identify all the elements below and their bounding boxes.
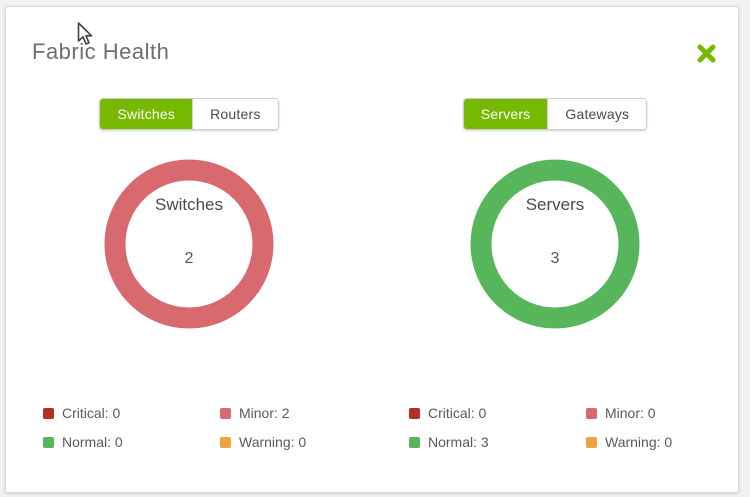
legend-item-minor: Minor: 0 <box>586 405 701 421</box>
legend-item-normal: Normal: 0 <box>43 434 158 450</box>
legend-label: Critical: 0 <box>62 405 121 421</box>
legend-item-normal: Normal: 3 <box>409 434 524 450</box>
dialog-content: Switches Routers Switches 2 Critical: 0 <box>6 63 738 450</box>
switches-routers-toggle: Switches Routers <box>99 98 279 130</box>
close-button[interactable] <box>694 41 718 65</box>
legend-item-critical: Critical: 0 <box>409 405 524 421</box>
minor-swatch-icon <box>220 407 231 419</box>
close-icon-stroke-2 <box>697 44 715 62</box>
donut-center-value: 3 <box>550 250 560 267</box>
donut-center-label: Servers <box>525 195 585 214</box>
gateways-toggle-button[interactable]: Gateways <box>547 99 647 129</box>
legend-item-minor: Minor: 2 <box>220 405 335 421</box>
page-title: Fabric Health <box>32 39 170 64</box>
normal-swatch-icon <box>409 436 420 448</box>
critical-swatch-rect <box>43 407 54 419</box>
switches-column: Switches Routers Switches 2 Critical: 0 <box>6 63 372 450</box>
close-icon <box>697 44 715 62</box>
normal-swatch-rect <box>43 436 54 448</box>
legend-label: Normal: 0 <box>62 434 123 450</box>
critical-swatch-rect <box>409 407 420 419</box>
routers-toggle-button[interactable]: Routers <box>192 99 278 129</box>
critical-swatch-icon <box>409 407 420 419</box>
legend-item-warning: Warning: 0 <box>586 434 701 450</box>
legend-label: Warning: 0 <box>605 434 673 450</box>
donut-ring-switches-circle <box>104 159 274 329</box>
warning-swatch-icon <box>586 436 597 448</box>
dialog-header: Fabric Health <box>6 7 738 63</box>
donut-center-label: Switches <box>154 195 224 214</box>
donut-ring-switches <box>104 159 274 329</box>
servers-toggle-button[interactable]: Servers <box>463 99 548 129</box>
donut-ring-servers-circle <box>470 159 640 329</box>
warning-swatch-rect <box>586 436 597 448</box>
normal-swatch-icon <box>43 436 54 448</box>
legend-item-warning: Warning: 0 <box>220 434 335 450</box>
servers-donut-chart[interactable]: Servers 3 <box>465 154 645 334</box>
minor-swatch-icon <box>586 407 597 419</box>
legend-item-critical: Critical: 0 <box>43 405 158 421</box>
legend-label: Critical: 0 <box>428 405 487 421</box>
fabric-health-dialog: Fabric Health Switches Routers Switches … <box>5 6 739 493</box>
servers-gateways-toggle: Servers Gateways <box>462 98 648 130</box>
legend-label: Normal: 3 <box>428 434 489 450</box>
critical-swatch-icon <box>43 407 54 419</box>
servers-legend: Critical: 0 Minor: 0 Normal: 3 <box>409 405 701 450</box>
legend-label: Minor: 0 <box>605 405 656 421</box>
switches-donut-chart[interactable]: Switches 2 <box>99 154 279 334</box>
legend-label: Minor: 2 <box>239 405 290 421</box>
servers-column: Servers Gateways Servers 3 Critical: 0 <box>372 63 738 450</box>
donut-ring-servers <box>470 159 640 329</box>
warning-swatch-rect <box>220 436 231 448</box>
minor-swatch-rect <box>220 407 231 419</box>
normal-swatch-rect <box>409 436 420 448</box>
donut-center-value: 2 <box>184 250 194 267</box>
warning-swatch-icon <box>220 436 231 448</box>
legend-label: Warning: 0 <box>239 434 307 450</box>
switches-legend: Critical: 0 Minor: 2 Normal: 0 <box>43 405 335 450</box>
switches-toggle-button[interactable]: Switches <box>100 99 193 129</box>
minor-swatch-rect <box>586 407 597 419</box>
